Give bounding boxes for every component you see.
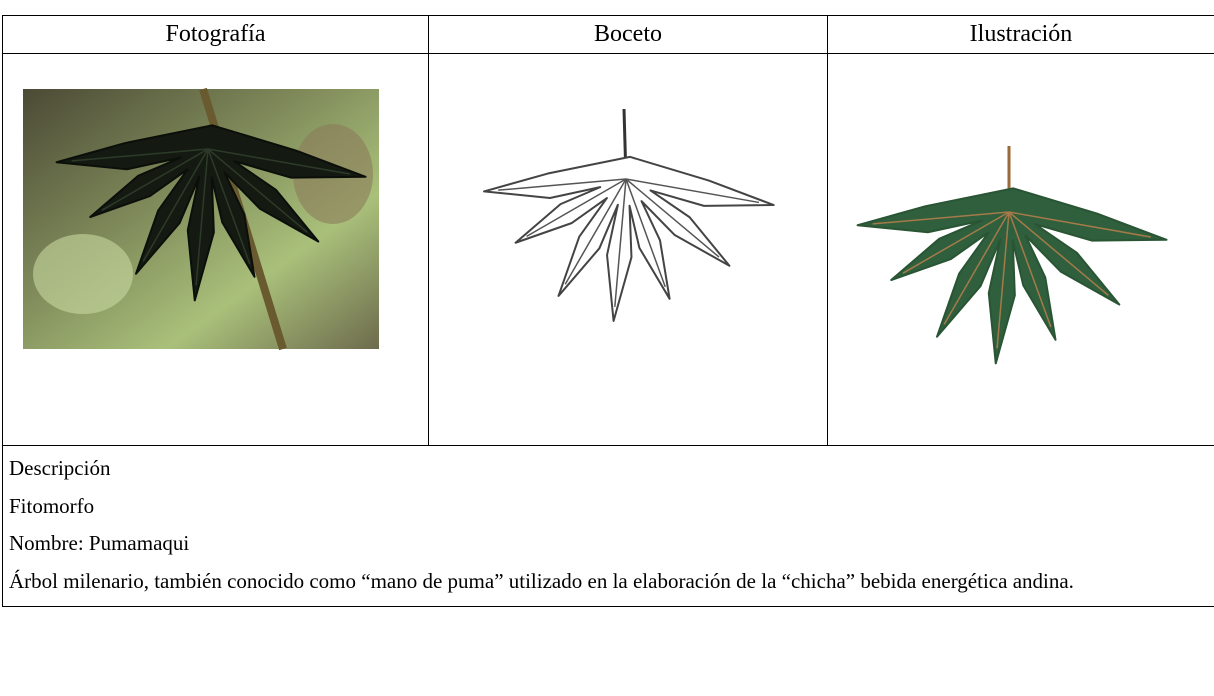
leaf-vein <box>207 148 350 175</box>
leaf-vein <box>564 178 627 285</box>
illustration <box>856 146 1168 365</box>
description-line: Nombre: Pumamaqui <box>9 531 190 556</box>
leaf-vein <box>101 148 209 211</box>
header-cell: Boceto <box>428 15 828 54</box>
description-row: Descripción Fitomorfo Nombre: Pumamaqui … <box>2 444 1214 608</box>
description-line: Fitomorfo <box>9 493 95 518</box>
header-cell: Ilustración <box>827 15 1214 54</box>
leaf-vein <box>71 148 209 162</box>
leaf-vein <box>207 148 251 265</box>
header-row: Fotografía Boceto Ilustración <box>2 15 1214 54</box>
leaf-vein <box>902 211 1010 274</box>
plant-table: Fotografía Boceto Ilustración <box>2 15 1214 608</box>
leaf-vein <box>943 211 1010 325</box>
header-cell: Fotografía <box>2 15 429 54</box>
leaf-vein <box>1008 211 1151 238</box>
leaf-vein <box>526 178 627 238</box>
illustration-cell <box>827 53 1214 446</box>
description-line: Árbol milenario, también conocido como “… <box>9 568 1074 593</box>
description-cell: Descripción Fitomorfo Nombre: Pumamaqui … <box>2 444 1214 608</box>
leaf <box>483 155 775 322</box>
leaf-vein <box>625 178 666 288</box>
leaf <box>55 124 367 302</box>
sketch-cell <box>428 53 828 446</box>
sketch <box>483 108 775 322</box>
leaf-vein <box>498 178 627 191</box>
leaf-vein <box>625 178 720 258</box>
leaf-vein <box>625 178 760 204</box>
leaf-vein <box>1008 211 1109 296</box>
leaf-vein <box>614 178 627 307</box>
leaf-vein <box>872 211 1010 225</box>
leaf-vein <box>142 148 209 262</box>
photo-cell <box>2 53 429 446</box>
image-row <box>2 53 1214 446</box>
leaf <box>856 187 1168 365</box>
leaf-vein <box>207 148 308 233</box>
description-line: Descripción <box>9 456 111 480</box>
photo <box>23 87 379 351</box>
leaf-vein <box>1008 211 1052 328</box>
leaf-vein <box>195 148 209 286</box>
leaf-vein <box>996 211 1010 349</box>
